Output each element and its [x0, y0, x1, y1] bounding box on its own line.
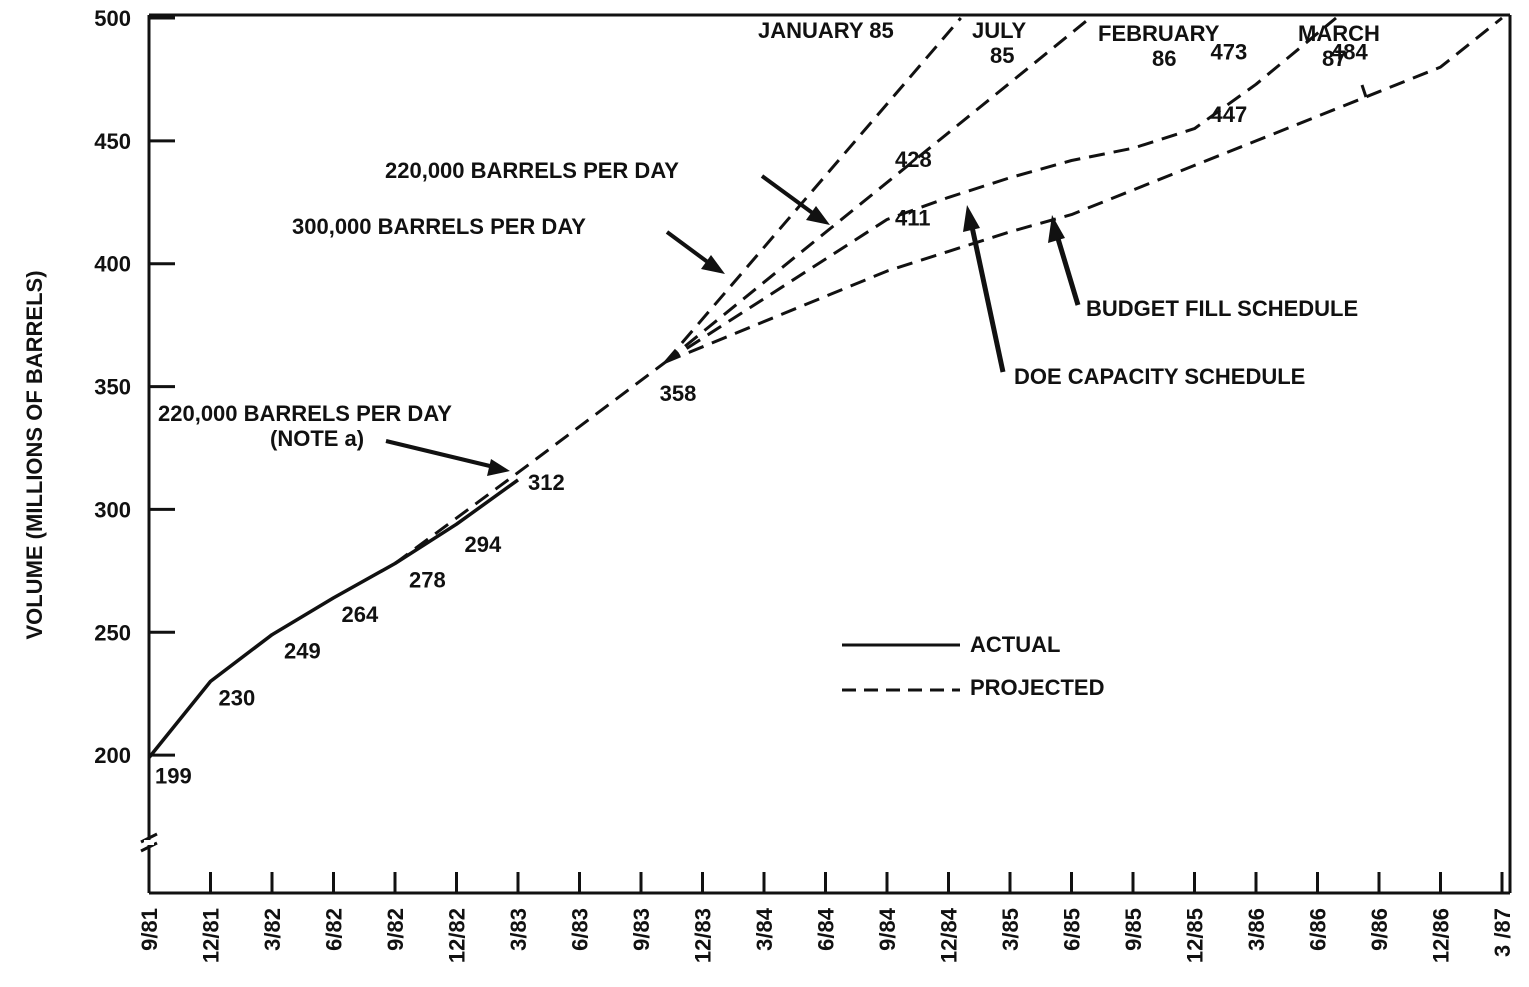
data-label: 484: [1331, 39, 1368, 64]
data-labels: 199 230 249 264 278 294 312 358 428 411 473 447 484: [155, 39, 1368, 788]
data-label: 199: [155, 764, 192, 789]
x-tick-label: 9/86: [1367, 908, 1392, 951]
y-tick-label: 400: [94, 252, 131, 277]
x-tick-label: 3/85: [998, 908, 1023, 951]
annotation-march: MARCH: [1298, 21, 1380, 46]
annotation-february: FEBRUARY: [1098, 21, 1220, 46]
x-tick-label: 3/82: [260, 908, 285, 951]
annotations: JANUARY 85 JULY 85 FEBRUARY 86 MARCH 87 …: [158, 18, 1380, 476]
annotation-220k-bpd-upper: 220,000 BARRELS PER DAY: [385, 158, 679, 183]
series-projected-line-5: [665, 16, 1503, 364]
x-tick-label: 9/85: [1121, 908, 1146, 951]
arrow-220k-upper: [760, 174, 830, 225]
x-tick-label: 12/84: [937, 907, 962, 963]
data-label: 230: [219, 685, 256, 710]
y-tick-label: 450: [94, 129, 131, 154]
x-tick-label: 6/84: [814, 907, 839, 951]
y-axis-label: VOLUME (MILLIONS OF BARRELS): [22, 270, 47, 639]
y-tick-label: 500: [94, 6, 131, 31]
y-ticks: 200 250 300 350 400 450 500: [94, 6, 175, 768]
x-ticks: 9/81 12/81 3/82 6/82 9/82 12/82 3/83 6/83 9/83 12…: [137, 872, 1515, 963]
data-label: 294: [465, 532, 502, 557]
x-tick-label: 3 /87: [1490, 908, 1515, 957]
series-actual-line: [147, 478, 520, 759]
x-tick-label: 12/82: [445, 908, 470, 963]
x-tick-label: 3/83: [506, 908, 531, 951]
legend-projected-label: PROJECTED: [970, 675, 1104, 700]
data-label: 428: [895, 147, 932, 172]
annotation-january-85: JANUARY 85: [758, 18, 894, 43]
arrow-budget-fill: [1048, 215, 1081, 306]
x-tick-label: 9/84: [875, 907, 900, 951]
x-tick-label: 9/81: [137, 908, 162, 951]
arrow-doe-capacity: [963, 205, 1006, 373]
annotation-note-a: (NOTE a): [270, 426, 364, 451]
x-tick-label: 3/86: [1244, 908, 1269, 951]
annotation-budget-fill-schedule: BUDGET FILL SCHEDULE: [1086, 296, 1358, 321]
x-tick-label: 6/85: [1060, 908, 1085, 951]
x-tick-label: 12/86: [1429, 908, 1454, 963]
annotation-220k-bpd-lower: 220,000 BARRELS PER DAY: [158, 401, 452, 426]
series-projected-line-1: [394, 360, 667, 565]
x-tick-label: 12/85: [1183, 908, 1208, 963]
annotation-march-87: 87: [1322, 46, 1346, 71]
data-label: 358: [660, 381, 697, 406]
x-tick-label: 9/83: [629, 908, 654, 951]
series-projected-line-3: [664, 16, 1091, 364]
data-label: 278: [409, 567, 446, 592]
annotation-300k-bpd: 300,000 BARRELS PER DAY: [292, 214, 586, 239]
x-tick-label: 9/82: [383, 908, 408, 951]
x-tick-label: 6/86: [1306, 908, 1331, 951]
arrow-300k: [665, 230, 725, 274]
y-tick-label: 200: [94, 743, 131, 768]
series-lines: [147, 16, 1503, 759]
y-tick-label: 300: [94, 497, 131, 522]
legend-actual-label: ACTUAL: [970, 632, 1060, 657]
annotation-july-85: 85: [990, 43, 1014, 68]
y-tick-label: 250: [94, 620, 131, 645]
annotation-february-86: 86: [1152, 46, 1176, 71]
data-label: 249: [284, 639, 321, 664]
y-tick-label: 350: [94, 375, 131, 400]
arrow-220k-lower: [385, 439, 510, 476]
data-label: 264: [342, 602, 379, 627]
tick-march-87-pointer: [1360, 84, 1368, 98]
data-label: 312: [528, 470, 565, 495]
annotation-july: JULY: [972, 18, 1027, 43]
x-tick-label: 6/82: [322, 908, 347, 951]
x-tick-label: 12/83: [691, 908, 716, 963]
x-tick-label: 3/84: [752, 907, 777, 951]
x-tick-label: 12/81: [199, 908, 224, 963]
x-tick-label: 6/83: [568, 908, 593, 951]
annotation-doe-capacity-schedule: DOE CAPACITY SCHEDULE: [1014, 364, 1305, 389]
series-projected-line-2: [664, 17, 962, 363]
data-label: 447: [1211, 102, 1248, 127]
data-label: 473: [1211, 39, 1248, 64]
data-label: 411: [895, 206, 931, 231]
axis-break-mark: [140, 832, 158, 853]
series-projected-line-4: [664, 16, 1337, 364]
legend: ACTUAL PROJECTED: [842, 632, 1104, 700]
